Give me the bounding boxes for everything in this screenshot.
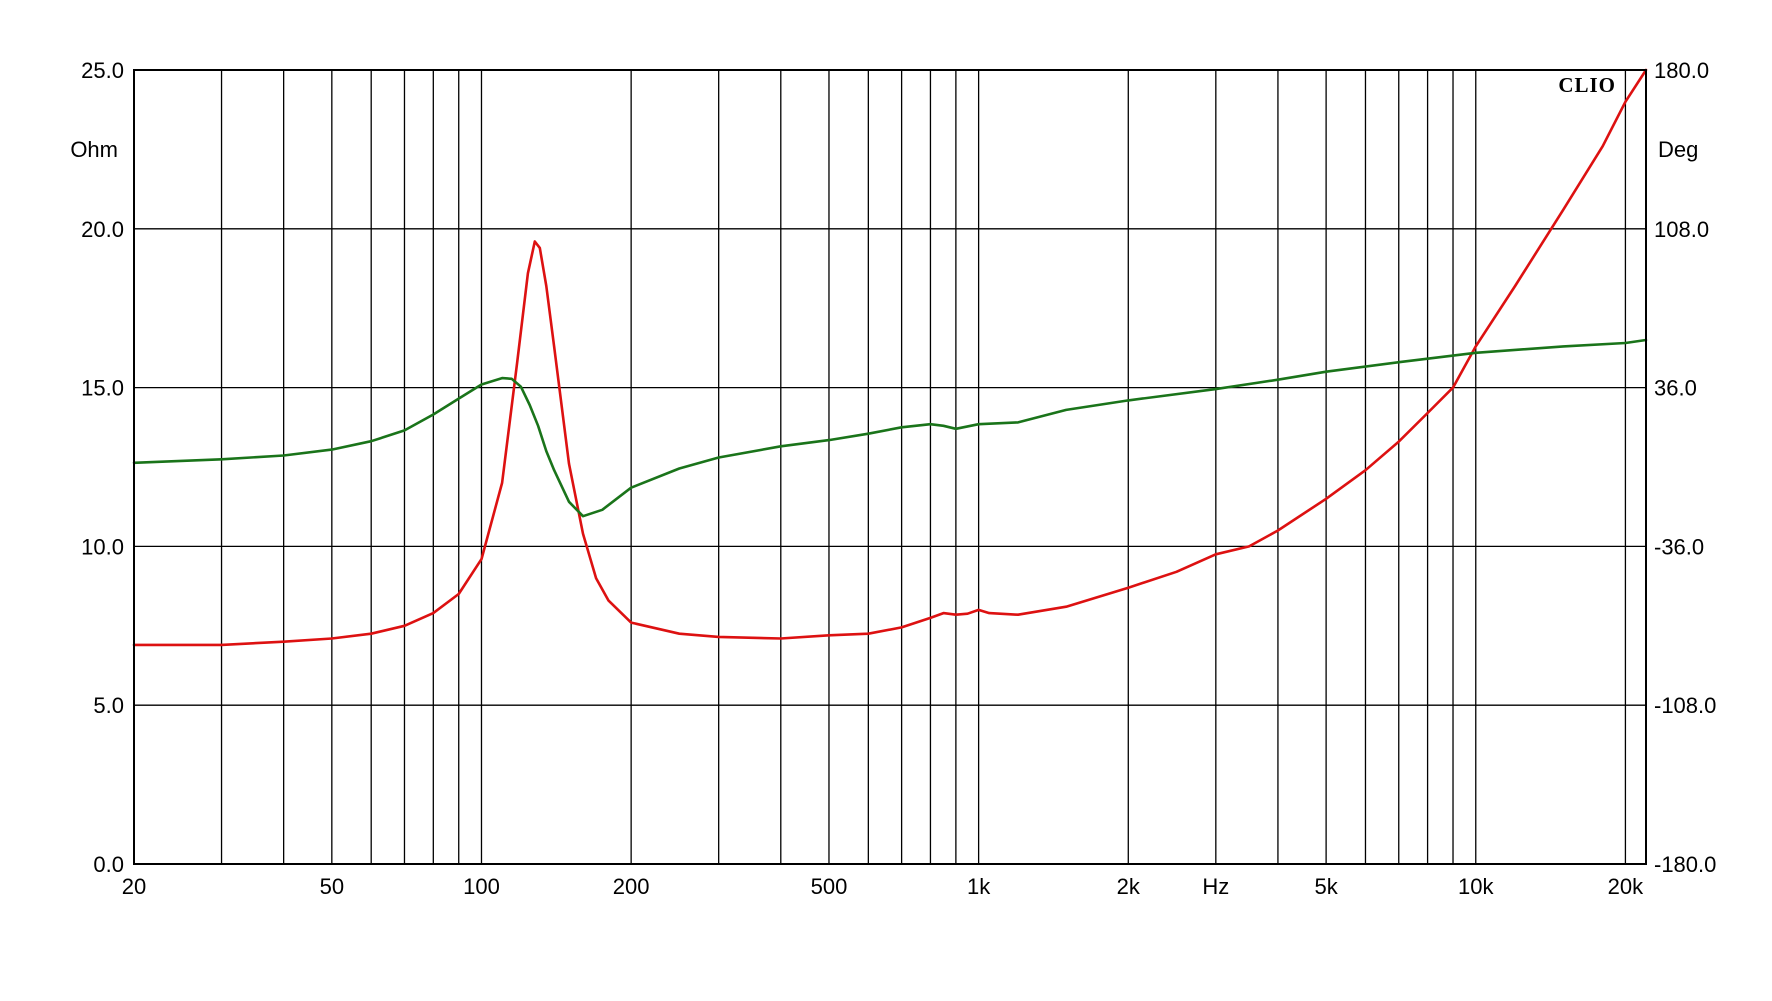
left-y-tick-label: 5.0 — [93, 693, 124, 718]
left-y-tick-label: 10.0 — [81, 534, 124, 559]
data-series — [132, 68, 1648, 647]
x-tick-label: 500 — [811, 874, 848, 899]
x-tick-label: 20k — [1608, 874, 1644, 899]
x-tick-label: 100 — [463, 874, 500, 899]
impedance-curve — [132, 68, 1648, 647]
x-axis-unit: Hz — [1202, 874, 1229, 899]
right-axis-unit: Deg — [1658, 137, 1698, 162]
right-y-tick-label: 36.0 — [1654, 376, 1697, 401]
left-y-tick-label: 0.0 — [93, 852, 124, 877]
axis-labels: 20 50 100 200 500 1k 2k 5k 10k 20k 0.0 5.0 10.0 15.0 2… — [81, 58, 1716, 899]
left-y-tick-label: 20.0 — [81, 217, 124, 242]
x-tick-label: 50 — [320, 874, 344, 899]
right-y-tick-label: 180.0 — [1654, 58, 1709, 83]
grid — [134, 70, 1646, 864]
left-axis-unit: Ohm — [70, 137, 118, 162]
plot-frame — [133, 69, 1647, 865]
x-tick-label: 10k — [1458, 874, 1494, 899]
x-tick-label: 2k — [1117, 874, 1141, 899]
x-tick-label: 5k — [1314, 874, 1338, 899]
right-y-tick-label: -36.0 — [1654, 534, 1704, 559]
right-y-tick-label: 108.0 — [1654, 217, 1709, 242]
right-y-tick-label: -108.0 — [1654, 693, 1716, 718]
brand-logo: CLIO — [1558, 73, 1616, 97]
left-y-tick-label: 25.0 — [81, 58, 124, 83]
left-y-tick-label: 15.0 — [81, 376, 124, 401]
right-y-tick-label: -180.0 — [1654, 852, 1716, 877]
x-tick-label: 20 — [122, 874, 146, 899]
x-tick-label: 1k — [967, 874, 991, 899]
phase-curve — [132, 338, 1648, 518]
x-tick-label: 200 — [613, 874, 650, 899]
